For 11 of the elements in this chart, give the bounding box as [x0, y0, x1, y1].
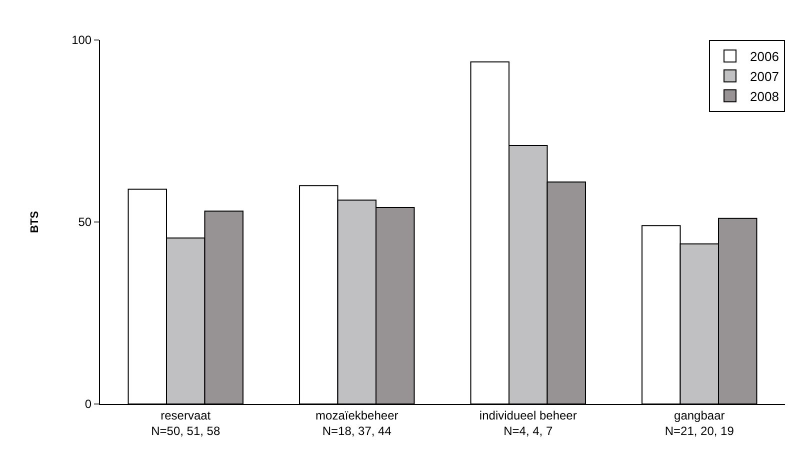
x-tick-label: gangbaar N=21, 20, 19: [664, 408, 734, 438]
legend-label: 2006: [750, 49, 779, 64]
y-axis-title: BTS: [29, 211, 42, 233]
y-tick-label: 100: [72, 33, 92, 48]
legend-label: 2008: [750, 88, 779, 104]
x-tick-label: mozaïekbeheer N=18, 37, 44: [316, 408, 398, 438]
legend-label: 2007: [750, 68, 779, 84]
x-tick-label: reservaat N=50, 51, 58: [151, 408, 220, 438]
y-tick-label: 50: [78, 215, 92, 230]
x-tick-label: individueel beheer N=4, 4, 7: [479, 408, 577, 438]
y-tick-label: 0: [84, 397, 92, 412]
